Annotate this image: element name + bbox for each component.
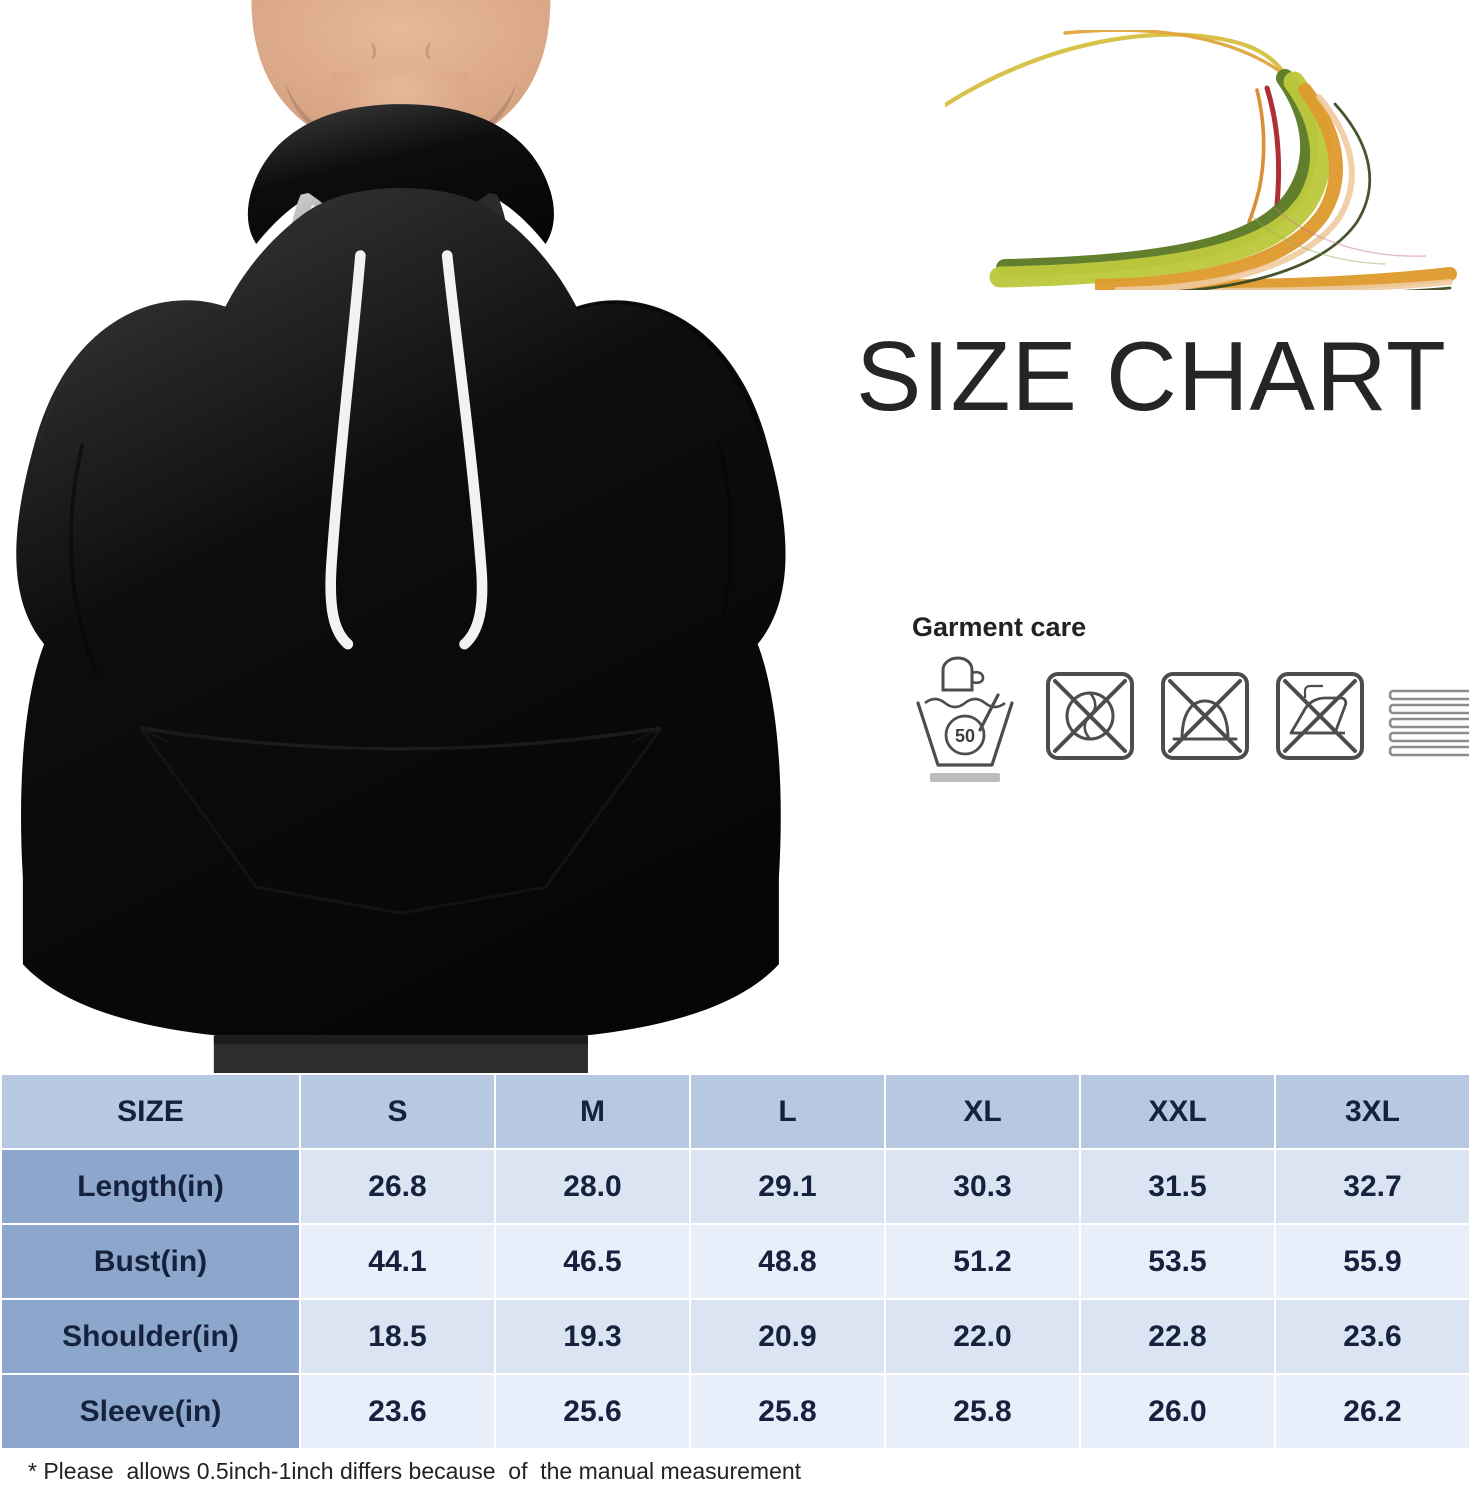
svg-text:50: 50 (955, 726, 975, 746)
